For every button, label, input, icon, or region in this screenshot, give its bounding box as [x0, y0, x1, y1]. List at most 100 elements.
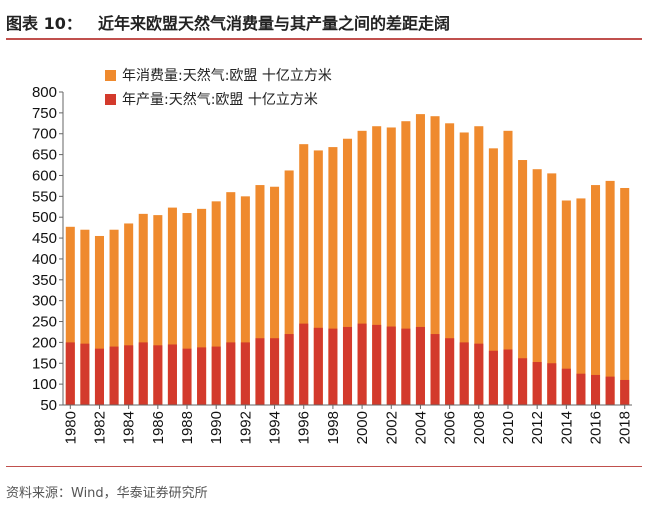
y-tick-label: 100	[32, 376, 57, 393]
y-tick-label: 250	[32, 314, 57, 331]
consumption-bar-1991	[226, 192, 236, 405]
y-tick-label: 450	[32, 230, 57, 247]
x-tick-label: 2010	[500, 411, 517, 444]
consumption-bar-1985	[138, 213, 148, 405]
production-bar-2009	[488, 350, 498, 405]
production-bar-2005	[430, 334, 440, 405]
production-bar-1988	[182, 348, 192, 405]
production-bar-1989	[197, 347, 207, 405]
x-tick-label: 1992	[237, 411, 254, 444]
consumption-bar-2006	[445, 123, 455, 406]
production-bar-1996	[299, 323, 309, 405]
production-bar-1995	[284, 334, 294, 405]
x-tick-label: 1984	[121, 411, 138, 444]
x-tick-label: 2002	[383, 411, 400, 444]
consumption-bar-2009	[488, 148, 498, 405]
production-bar-1987	[167, 344, 177, 405]
production-bar-2012	[532, 362, 542, 405]
y-tick-label: 700	[32, 126, 57, 143]
consumption-bar-1986	[153, 215, 163, 405]
production-bar-2013	[547, 363, 557, 405]
production-bar-1983	[109, 346, 119, 405]
figure-label: 图表 10：	[6, 14, 82, 33]
consumption-bar-2018	[620, 187, 630, 405]
production-bar-2017	[605, 376, 615, 405]
consumption-bar-1994	[270, 186, 280, 405]
x-tick-label: 1988	[179, 411, 196, 444]
production-bar-2014	[561, 368, 571, 405]
production-bar-2018	[620, 379, 630, 405]
x-tick-label: 2018	[617, 411, 634, 444]
consumption-bar-1984	[124, 223, 134, 405]
production-bar-1981	[80, 343, 90, 405]
production-bar-1999	[342, 326, 353, 405]
x-axis: 1980 1982 1984 1986 1988 1990 1992 1994 1996 1998…	[62, 404, 634, 444]
footer-divider	[6, 466, 642, 467]
production-bar-1997	[313, 327, 323, 405]
production-bar-1985	[138, 342, 148, 405]
consumption-bar-1997	[313, 150, 323, 405]
consumption-bar-2002	[386, 127, 396, 406]
figure-title: 近年来欧盟天然气消费量与其产量之间的差距走阔	[98, 14, 451, 33]
consumption-bar-2010	[503, 130, 513, 405]
production-bar-1984	[124, 345, 134, 405]
header-divider	[6, 38, 642, 40]
legend-swatch-consumption	[105, 70, 116, 81]
y-tick-label: 300	[32, 293, 57, 310]
consumption-bar-1990	[211, 201, 221, 405]
production-bar-2000	[357, 323, 367, 405]
consumption-bar-1983	[109, 229, 119, 405]
figure-header: 图表 10： 近年来欧盟天然气消费量与其产量之间的差距走阔	[6, 6, 642, 36]
consumption-bar-2001	[372, 126, 382, 405]
production-bar-1990	[211, 346, 221, 405]
x-tick-label: 2000	[354, 411, 371, 444]
y-tick-label: 650	[32, 147, 57, 164]
x-tick-label: 2004	[412, 411, 429, 444]
x-tick-label: 1986	[150, 411, 167, 444]
gas-chart: 800 750 700 650 600 550 500 450 400 350 300 250 200 1…	[32, 67, 634, 444]
consumption-bar-1995	[284, 170, 294, 405]
consumption-bar-2004	[415, 114, 425, 406]
consumption-bar-2008	[474, 126, 484, 405]
x-tick-label: 1996	[296, 411, 313, 444]
consumption-bar-2017	[605, 180, 615, 405]
production-bar-2016	[591, 374, 601, 405]
consumption-bar-2014	[561, 200, 571, 405]
consumption-bar-1999	[342, 138, 353, 405]
consumption-bar-2011	[518, 160, 528, 405]
y-tick-label: 750	[32, 105, 57, 122]
consumption-bar-1988	[182, 213, 192, 405]
production-bar-2007	[459, 342, 469, 405]
x-tick-label: 2014	[558, 411, 575, 444]
y-tick-label: 200	[32, 334, 57, 351]
x-tick-label: 2012	[529, 411, 546, 444]
production-bar-1982	[94, 348, 104, 405]
consumption-bar-2015	[576, 198, 586, 405]
y-tick-label: 350	[32, 272, 57, 289]
y-tick-label: 550	[32, 188, 57, 205]
x-tick-label: 1980	[62, 411, 79, 444]
consumption-bar-2012	[532, 169, 542, 405]
consumption-bar-2013	[547, 173, 557, 405]
consumption-bar-1981	[80, 229, 90, 405]
production-bar-2001	[372, 324, 382, 405]
consumption-bar-1998	[328, 147, 338, 405]
x-tick-label: 1994	[267, 411, 284, 444]
production-bar-2002	[386, 326, 396, 405]
x-tick-label: 1982	[91, 411, 108, 444]
production-bar-2004	[415, 326, 425, 405]
consumption-bar-1992	[240, 196, 250, 405]
y-tick-label: 50	[40, 397, 57, 414]
production-bar-1986	[153, 345, 163, 405]
production-bar-1994	[270, 338, 280, 405]
production-bar-2006	[445, 338, 455, 405]
x-tick-label: 1998	[325, 411, 342, 444]
production-bar-2011	[518, 358, 528, 405]
y-tick-label: 600	[32, 167, 57, 184]
y-tick-label: 400	[32, 251, 57, 268]
consumption-bar-2005	[430, 116, 440, 406]
production-bar-2008	[474, 343, 484, 405]
consumption-bar-2000	[357, 130, 367, 405]
bars-group	[65, 114, 630, 406]
consumption-bar-1989	[197, 208, 207, 405]
